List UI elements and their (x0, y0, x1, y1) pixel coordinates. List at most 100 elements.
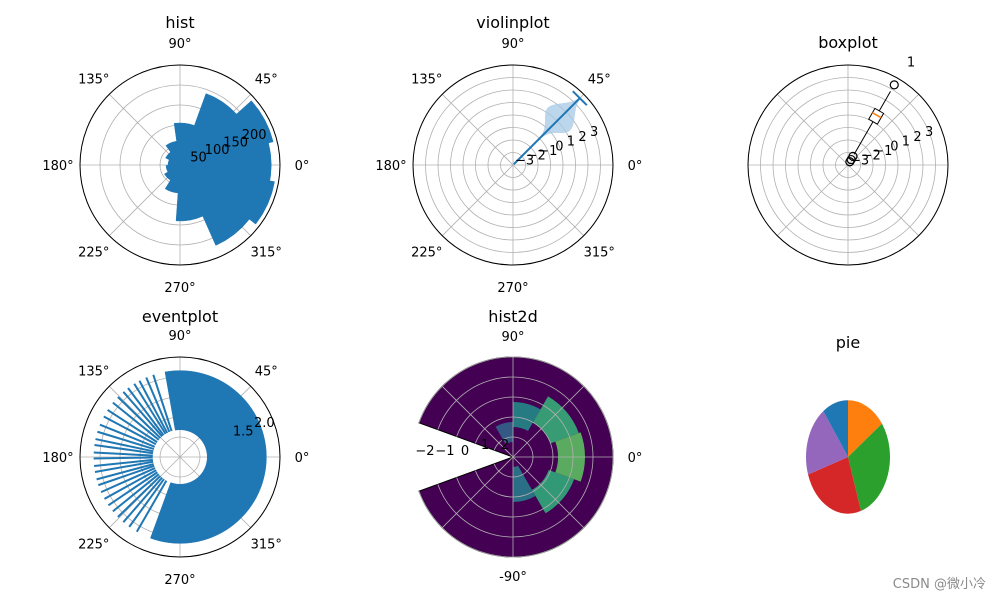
angle-tick-label: 180° (42, 159, 73, 174)
angle-tick-label: 0° (295, 159, 310, 174)
angle-tick-label: 315° (251, 245, 282, 260)
polar-spine (79, 356, 281, 558)
radial-tick-label: 200 (242, 128, 267, 143)
angle-tick-label: 270° (164, 281, 195, 296)
polar-spine (412, 64, 614, 266)
eventplot-title: eventplot (142, 307, 218, 326)
radial-tick-label: 0 (555, 139, 563, 154)
radial-tick-label: −2 (862, 149, 881, 164)
violin-stem (513, 97, 581, 165)
radial-tick-label: 0 (461, 444, 469, 459)
radial-tick-label: 3 (590, 125, 598, 140)
radial-tick-label: −2 (415, 444, 434, 459)
event-line (97, 430, 155, 450)
event-line (100, 467, 156, 494)
event-line (96, 463, 154, 481)
angle-tick-label: 135° (411, 73, 442, 88)
watermark: CSDN @微小冷 (892, 577, 986, 592)
event-line (95, 438, 154, 453)
radial-tick-label: 150 (223, 136, 248, 151)
hist-bar (165, 151, 181, 166)
box-body (867, 107, 885, 125)
event-line (103, 469, 157, 500)
pie-title: pie (836, 333, 860, 352)
radial-tick-label: 2 (501, 438, 509, 453)
radial-tick-label: −1 (435, 444, 454, 459)
radial-tick-label: −3 (850, 153, 869, 168)
radial-tick-label: 2 (913, 130, 921, 145)
box-outlier (846, 154, 856, 165)
event-line (103, 415, 157, 446)
eventplot-axes: 0° 45° 90° 135° 180° 225° 270° 315° 1.52.0 (42, 329, 309, 588)
box-median (872, 112, 882, 119)
radial-tick-label: −1 (538, 144, 557, 159)
radial-tick-label: 1 (481, 438, 489, 453)
event-line (99, 423, 156, 448)
angle-tick-label: 90° (168, 37, 191, 52)
pie-slice (806, 411, 848, 475)
event-line (117, 475, 162, 518)
radial-tick-label: −1 (873, 144, 892, 159)
radial-tick-label: 2.0 (254, 416, 275, 431)
boxplot-axes: 1−3−2−10 1 2 3 (747, 55, 949, 266)
event-line (128, 478, 165, 528)
boxplot-title: boxplot (818, 33, 878, 52)
angular-gridline (512, 164, 584, 236)
angular-gridline (777, 164, 849, 236)
angle-tick-label: 270° (164, 573, 195, 588)
hist-bar (179, 100, 274, 166)
event-line (145, 377, 171, 433)
angle-tick-label: 0° (628, 159, 643, 174)
hist2d-density-cell (513, 401, 541, 432)
angular-gridline (109, 94, 181, 166)
angle-tick-label: 135° (78, 365, 109, 380)
hist-bar (173, 122, 195, 166)
event-line (112, 401, 160, 441)
radial-tick-label: −2 (527, 149, 546, 164)
event-line (93, 456, 153, 460)
radial-tick-label: 1.5 (233, 424, 254, 439)
event-line (112, 473, 160, 513)
hist-bar (179, 93, 237, 166)
violinplot-title: violinplot (476, 13, 549, 32)
radial-tick-label: 1 (902, 135, 910, 150)
angular-gridline (442, 94, 514, 166)
angle-tick-label: 180° (42, 451, 73, 466)
angle-tick-label: 45° (588, 73, 611, 88)
event-line (138, 380, 169, 434)
angular-gridline (512, 456, 584, 528)
violin-cap (572, 90, 588, 106)
theta-tick-label: 0° (628, 451, 643, 466)
angle-tick-label: 315° (251, 537, 282, 552)
radial-tick-label: 2 (578, 130, 586, 145)
pie-slice (848, 400, 882, 457)
angular-gridline (847, 94, 919, 166)
angle-tick-label: 45° (255, 73, 278, 88)
angular-gridline (512, 386, 584, 458)
hist-bar (165, 140, 181, 166)
event-line (133, 383, 167, 435)
angular-gridline (442, 386, 514, 458)
hist-bar (179, 164, 275, 225)
angle-tick-label: 45° (255, 365, 278, 380)
event-dense-band (150, 370, 267, 544)
violinplot-axes: 0° 45° 90° 135° 180° 225° 270° 315° −3−2−10 1 2 3 (375, 37, 642, 296)
hist2d-density-cell (532, 469, 575, 514)
event-line (152, 374, 173, 432)
pie-slice (848, 423, 890, 511)
angle-tick-label: 270° (497, 281, 528, 296)
event-line (122, 391, 163, 438)
event-line (98, 464, 155, 487)
angle-tick-label: 90° (168, 329, 191, 344)
radial-tick-label: −3 (515, 153, 534, 168)
box-outlier (889, 80, 899, 90)
event-line (122, 476, 163, 523)
angular-gridline (777, 94, 849, 166)
event-line (107, 471, 158, 507)
radial-tick-label: 100 (205, 143, 230, 158)
hist-title: hist (165, 13, 194, 32)
event-line (94, 443, 154, 455)
event-line (107, 409, 158, 443)
pie-slice (823, 400, 848, 457)
